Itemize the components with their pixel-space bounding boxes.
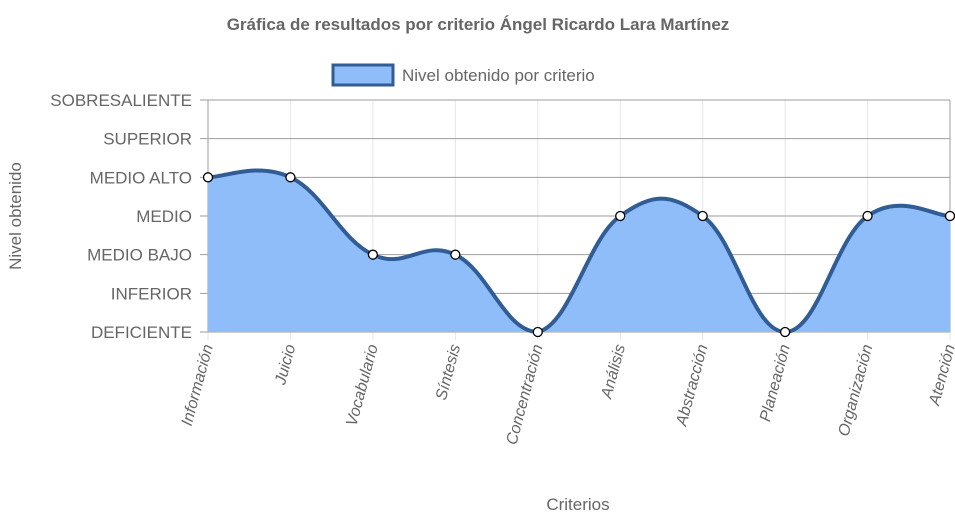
- x-tick-label: Juicio: [272, 343, 299, 388]
- data-point[interactable]: [697, 210, 708, 222]
- data-point[interactable]: [532, 326, 543, 338]
- y-axis-label: Nivel obtenido: [6, 162, 25, 270]
- data-point[interactable]: [285, 172, 296, 183]
- data-point[interactable]: [615, 210, 626, 222]
- y-axis-ticks: DEFICIENTE INFERIOR MEDIO BAJO MEDIO MEDIO A…: [50, 91, 192, 342]
- x-tick-label: Síntesis: [433, 343, 464, 402]
- data-point[interactable]: [779, 326, 791, 338]
- series-line: [207, 168, 951, 334]
- y-tick-label: MEDIO: [136, 207, 192, 226]
- data-point[interactable]: [944, 210, 955, 222]
- x-tick-label: Análisis: [598, 343, 629, 402]
- series-area-fill: [208, 170, 950, 332]
- data-point[interactable]: [450, 249, 461, 260]
- y-tick-label: SUPERIOR: [103, 130, 192, 149]
- data-point[interactable]: [367, 249, 379, 260]
- x-axis-ticks: Información Juicio Vocabulario Síntesis Conc…: [179, 343, 955, 447]
- x-tick-label: Atención: [926, 343, 955, 409]
- x-tick-label: Abstracción: [673, 343, 711, 429]
- x-tick-label: Vocabulario: [344, 343, 382, 429]
- y-tick-label: DEFICIENTE: [91, 323, 192, 342]
- chart-title: Gráfica de resultados por criterio Ángel…: [227, 15, 730, 34]
- y-tick-label: MEDIO BAJO: [87, 246, 192, 265]
- legend-swatch: [331, 63, 395, 87]
- y-tick-label: SOBRESALIENTE: [50, 91, 192, 110]
- x-axis-label: Criterios: [546, 495, 609, 514]
- data-point[interactable]: [202, 172, 214, 183]
- x-tick-label: Concentración: [504, 343, 547, 447]
- y-tick-label: MEDIO ALTO: [90, 168, 192, 187]
- data-point[interactable]: [862, 210, 873, 222]
- x-tick-label: Información: [179, 343, 217, 428]
- x-tick-label: Organización: [836, 343, 877, 439]
- data-points: [202, 172, 955, 338]
- series-area: [207, 168, 951, 334]
- legend-label: Nivel obtenido por criterio: [402, 66, 595, 85]
- x-tick-label: Planeación: [757, 343, 794, 424]
- y-tick-label: INFERIOR: [111, 284, 192, 303]
- legend[interactable]: Nivel obtenido por criterio: [331, 63, 595, 87]
